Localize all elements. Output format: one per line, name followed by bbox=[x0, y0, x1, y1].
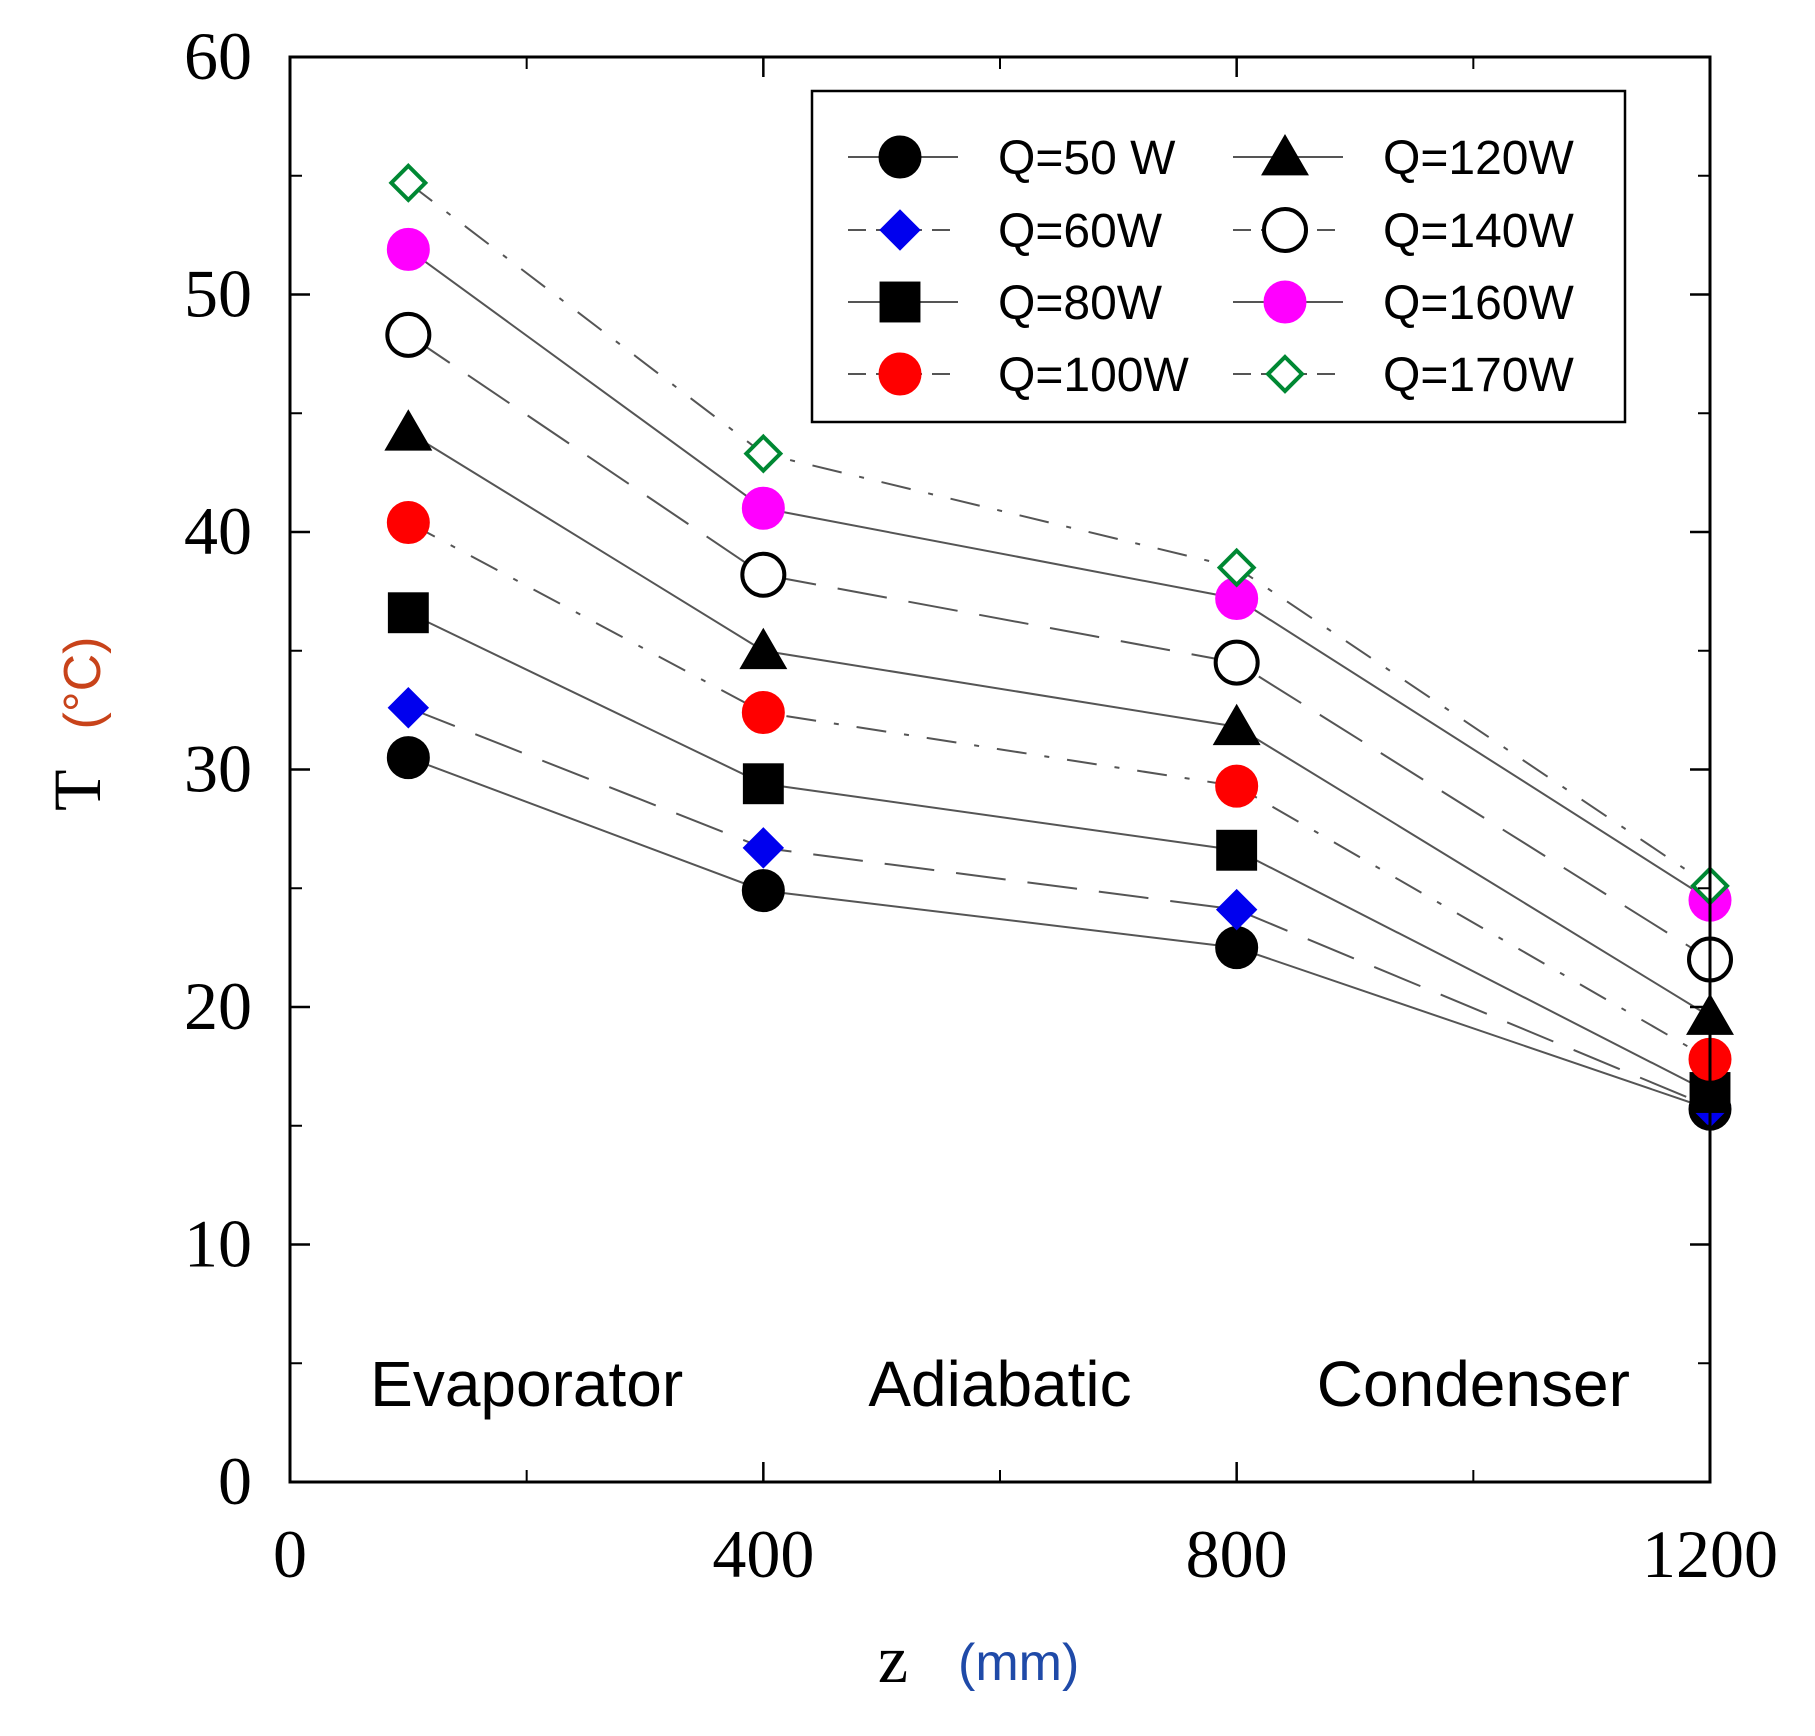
data-point bbox=[386, 227, 430, 271]
axis-tick-labels: 0 10 20 30 40 50 60 0 400 800 1200 bbox=[184, 18, 1778, 1592]
data-point bbox=[1216, 547, 1257, 588]
series-line bbox=[407, 334, 1711, 961]
legend-marker bbox=[1261, 133, 1309, 176]
legend-marker bbox=[879, 281, 921, 323]
data-point bbox=[742, 763, 784, 805]
series-line bbox=[407, 248, 1711, 901]
data-point bbox=[1215, 888, 1258, 931]
x-tick-label: 400 bbox=[712, 1516, 814, 1592]
region-label: Condenser bbox=[1317, 1348, 1630, 1420]
legend-marker bbox=[878, 352, 922, 396]
x-tick-label: 0 bbox=[273, 1516, 307, 1592]
y-tick-label: 40 bbox=[184, 493, 252, 569]
data-point bbox=[742, 827, 785, 869]
series-lines bbox=[407, 182, 1711, 1111]
x-tick-label: 1200 bbox=[1642, 1516, 1778, 1592]
legend-box bbox=[810, 89, 1627, 424]
legend-marker bbox=[1265, 354, 1305, 394]
legend-marker bbox=[1263, 280, 1307, 324]
y-tick-label: 20 bbox=[184, 968, 252, 1044]
y-tick-label: 10 bbox=[184, 1206, 252, 1282]
legend: Q=50 W Q=60W Q=80W Q=100W Q=120W Q=140W Q=160W… bbox=[810, 89, 1627, 424]
y-tick-label: 60 bbox=[184, 18, 252, 94]
data-point bbox=[388, 163, 429, 203]
series-line bbox=[407, 611, 1711, 1094]
legend-marker bbox=[879, 209, 921, 251]
legend-label: Q=120W bbox=[1383, 132, 1574, 185]
series-line bbox=[407, 706, 1711, 1108]
data-point bbox=[741, 486, 785, 530]
y-axis-title: T bbox=[39, 770, 115, 812]
series-line bbox=[407, 182, 1711, 887]
axis-titles: z (mm) T (°C) bbox=[39, 637, 1079, 1697]
y-tick-label: 30 bbox=[184, 731, 252, 807]
x-axis-unit: (mm) bbox=[958, 1634, 1079, 1692]
data-point bbox=[740, 551, 787, 598]
data-point bbox=[741, 869, 785, 913]
data-point bbox=[1216, 829, 1258, 871]
legend-marker bbox=[1262, 207, 1308, 253]
legend-label: Q=170W bbox=[1383, 349, 1574, 402]
legend-label: Q=100W bbox=[998, 349, 1189, 402]
data-point bbox=[1213, 639, 1260, 686]
data-point bbox=[387, 592, 429, 634]
series-line bbox=[407, 521, 1711, 1061]
x-axis-title: z bbox=[878, 1621, 908, 1697]
data-point bbox=[1212, 703, 1261, 746]
data-point bbox=[743, 433, 784, 474]
data-point bbox=[741, 691, 785, 734]
region-label: Evaporator bbox=[370, 1348, 683, 1420]
legend-label: Q=60W bbox=[998, 205, 1163, 258]
region-label: Adiabatic bbox=[868, 1348, 1131, 1420]
data-point bbox=[387, 687, 430, 729]
legend-label: Q=140W bbox=[1383, 205, 1574, 258]
series-line bbox=[407, 756, 1711, 1111]
y-tick-label: 50 bbox=[184, 256, 252, 332]
data-point bbox=[1215, 764, 1259, 808]
legend-marker bbox=[878, 135, 922, 179]
data-point bbox=[384, 409, 433, 451]
series-line bbox=[407, 431, 1711, 1018]
legend-label: Q=160W bbox=[1383, 277, 1574, 330]
region-labels: Evaporator Adiabatic Condenser bbox=[370, 1348, 1630, 1420]
y-tick-label: 0 bbox=[218, 1443, 252, 1519]
axis-ticks bbox=[288, 55, 1712, 1484]
series-markers bbox=[384, 163, 1734, 1131]
y-axis-unit: (°C) bbox=[54, 637, 112, 730]
x-tick-label: 800 bbox=[1186, 1516, 1288, 1592]
legend-label: Q=80W bbox=[998, 277, 1163, 330]
data-point bbox=[386, 501, 430, 544]
data-point bbox=[1215, 926, 1259, 970]
data-point bbox=[386, 736, 430, 780]
data-point bbox=[739, 627, 788, 670]
data-point bbox=[385, 311, 432, 358]
legend-label: Q=50 W bbox=[998, 132, 1176, 185]
